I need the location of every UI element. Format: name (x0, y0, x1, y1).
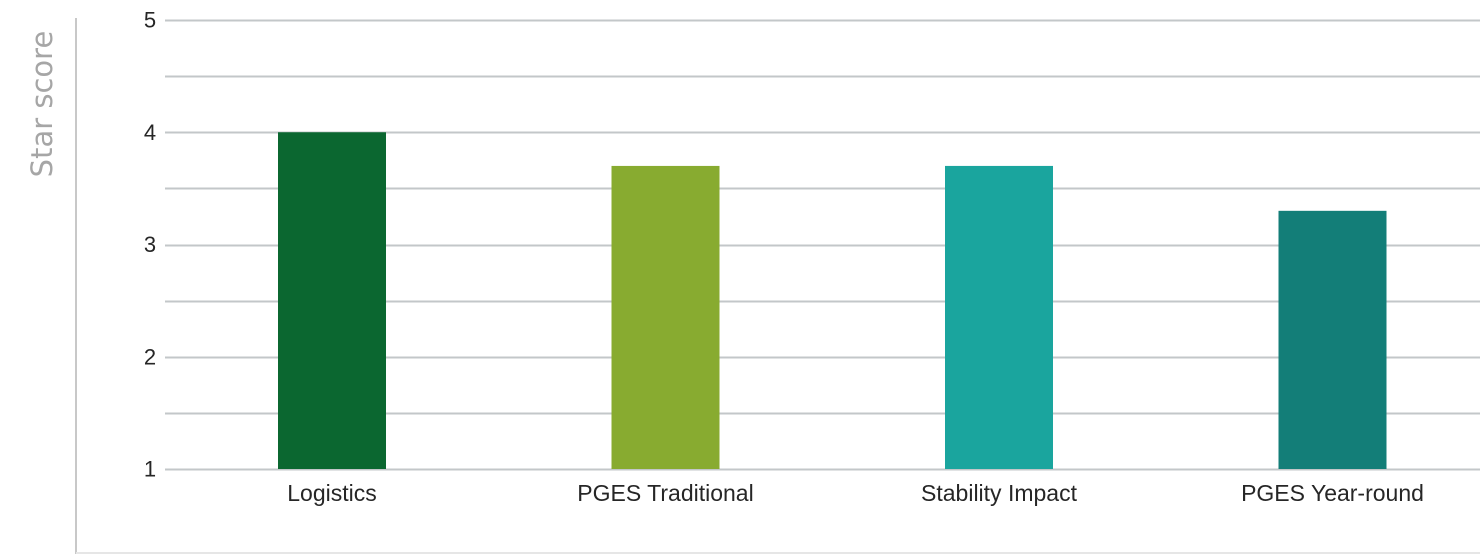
y-axis-title: Star score (25, 31, 59, 178)
x-category-label: PGES Year-round (1241, 480, 1424, 506)
bar (611, 165, 720, 470)
x-category-labels: Logistics PGES Traditional Stability Impac… (287, 480, 1424, 506)
bar (1278, 210, 1387, 469)
x-category-label: PGES Traditional (577, 480, 753, 506)
y-tick-label: 4 (144, 120, 156, 145)
y-tick-label: 5 (144, 8, 156, 33)
bar (278, 132, 386, 469)
bar (945, 165, 1053, 470)
x-category-label: Logistics (287, 480, 376, 506)
y-tick-label: 1 (144, 457, 156, 482)
y-tick-label: 2 (144, 344, 156, 369)
y-tick-label: 3 (144, 232, 156, 257)
y-tick-labels: 1 2 3 4 5 (144, 8, 156, 482)
x-category-label: Stability Impact (921, 480, 1078, 506)
bars (278, 132, 1387, 470)
